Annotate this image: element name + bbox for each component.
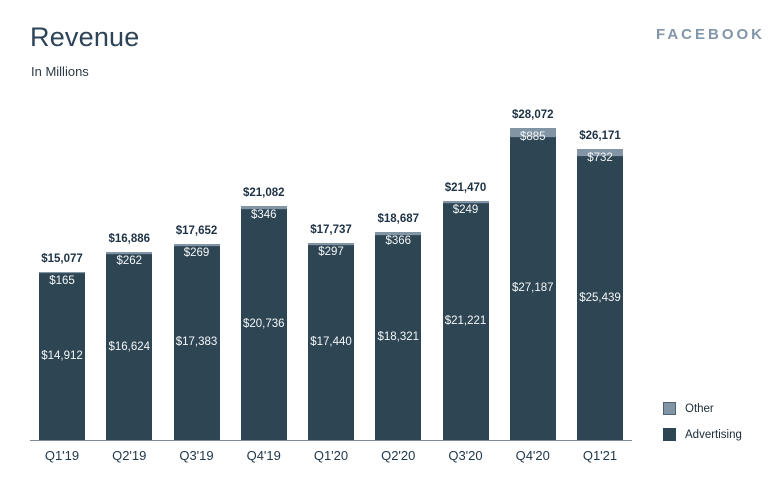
- x-axis-label: Q4'19: [246, 448, 281, 463]
- x-axis-label: Q2'20: [381, 448, 416, 463]
- legend: Other Advertising: [663, 402, 742, 454]
- bar-segment-advertising: [577, 157, 623, 440]
- other-value-label: $297: [318, 245, 344, 258]
- bar-segment-other: [509, 128, 556, 138]
- x-axis-label: Q1'19: [44, 448, 80, 463]
- legend-label-other: Other: [685, 402, 714, 415]
- bar-group: [308, 242, 354, 440]
- bar-group: [39, 272, 85, 440]
- advertising-value-label: $21,221: [444, 315, 487, 328]
- x-axis-label: Q3'19: [179, 448, 214, 463]
- advertising-value-label: $17,383: [175, 336, 218, 349]
- advertising-value-label: $17,440: [310, 336, 352, 349]
- bar-group: [375, 232, 422, 440]
- total-label: $21,082: [242, 186, 285, 199]
- legend-item-advertising: Advertising: [663, 428, 742, 441]
- x-axis-line: [30, 440, 632, 441]
- bar-segment-other: [173, 243, 220, 247]
- total-label: $26,171: [579, 130, 621, 143]
- bar-group: [509, 128, 556, 440]
- total-label: $17,652: [175, 224, 218, 237]
- bar-segment-advertising: [375, 236, 422, 440]
- bar-segment-advertising: [39, 274, 85, 440]
- bar-segment-other: [308, 242, 354, 247]
- other-value-label: $249: [452, 204, 479, 217]
- page-title: Revenue: [30, 22, 140, 52]
- other-value-label: $165: [49, 275, 75, 288]
- legend-swatch-advertising: [663, 428, 676, 441]
- x-axis-label: Q4'20: [515, 448, 550, 463]
- other-value-label: $346: [250, 208, 277, 221]
- bar-group: [442, 201, 489, 440]
- advertising-value-label: $18,321: [377, 331, 420, 344]
- bar-segment-other: [375, 232, 422, 237]
- bar-group: [577, 149, 623, 440]
- bar-group: [106, 252, 153, 440]
- legend-item-other: Other: [663, 402, 742, 415]
- bar-segment-advertising: [308, 246, 354, 440]
- bar-segment-other: [240, 205, 287, 210]
- bar-segment-other: [577, 149, 623, 158]
- facebook-logo: FACEBOOK: [656, 26, 766, 43]
- bar-segment-advertising: [106, 255, 153, 440]
- bar-segment-advertising: [173, 246, 220, 440]
- advertising-value-label: $25,439: [579, 291, 621, 304]
- total-label: $18,687: [377, 213, 420, 226]
- other-value-label: $366: [385, 235, 412, 248]
- bar-segment-other: [39, 272, 85, 275]
- total-label: $15,077: [41, 253, 83, 266]
- advertising-value-label: $27,187: [511, 281, 554, 294]
- bar-segment-advertising: [442, 204, 489, 440]
- total-label: $21,470: [444, 182, 487, 195]
- total-label: $16,886: [108, 233, 151, 246]
- advertising-value-label: $16,624: [108, 340, 151, 353]
- advertising-value-label: $14,912: [41, 350, 83, 363]
- page-subtitle: In Millions: [31, 64, 89, 79]
- other-value-label: $885: [519, 131, 546, 143]
- x-axis-label: Q2'19: [112, 448, 147, 463]
- total-label: $17,737: [310, 223, 352, 236]
- x-axis-label: Q1'21: [582, 448, 618, 463]
- bar-segment-other: [106, 252, 153, 256]
- legend-label-advertising: Advertising: [685, 428, 742, 441]
- advertising-value-label: $20,736: [242, 317, 285, 330]
- bar-segment-advertising: [509, 137, 556, 440]
- bar-group: [173, 243, 220, 440]
- other-value-label: $732: [587, 152, 613, 165]
- bar-segment-advertising: [240, 209, 287, 440]
- x-axis-label: Q1'20: [313, 448, 349, 463]
- legend-swatch-other: [663, 402, 676, 415]
- bar-group: [240, 205, 287, 440]
- other-value-label: $269: [183, 246, 210, 259]
- other-value-label: $262: [116, 255, 143, 268]
- total-label: $28,072: [511, 109, 554, 121]
- bar-segment-other: [442, 201, 489, 205]
- x-axis-label: Q3'20: [448, 448, 483, 463]
